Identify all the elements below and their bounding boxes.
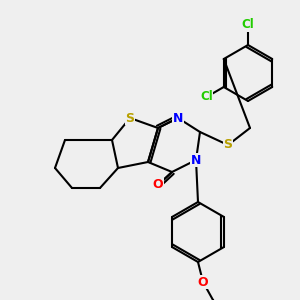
Text: N: N bbox=[173, 112, 183, 124]
Text: S: S bbox=[125, 112, 134, 124]
Text: O: O bbox=[153, 178, 163, 191]
Text: N: N bbox=[191, 154, 201, 166]
Text: S: S bbox=[224, 139, 232, 152]
Text: Cl: Cl bbox=[242, 19, 254, 32]
Text: Cl: Cl bbox=[200, 91, 213, 103]
Text: O: O bbox=[198, 275, 208, 289]
